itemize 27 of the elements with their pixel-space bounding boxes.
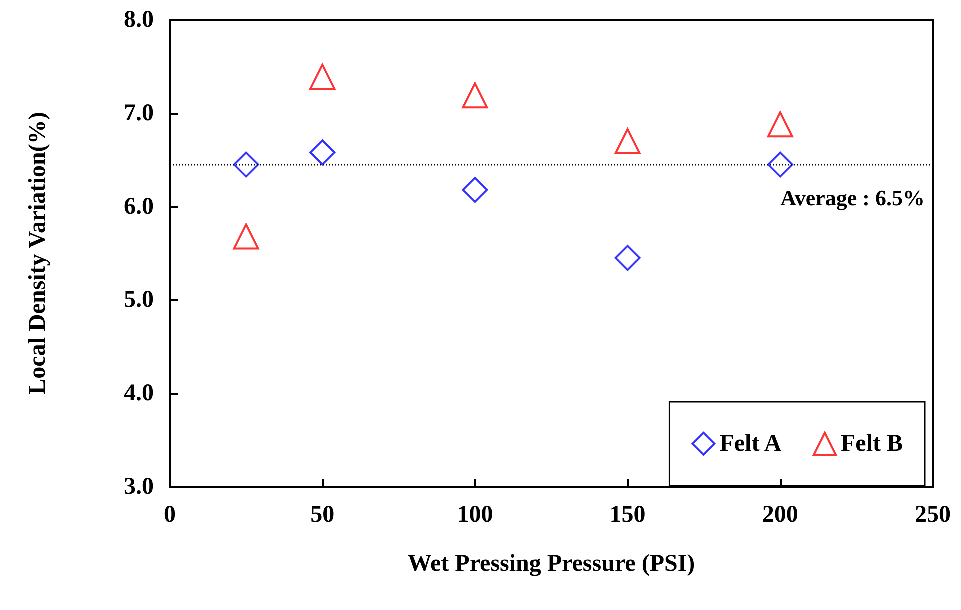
point xyxy=(233,152,260,178)
point xyxy=(614,245,641,272)
legend-label: Felt B xyxy=(841,431,904,457)
x-tick-label: 250 xyxy=(915,502,951,528)
x-tick-label: 100 xyxy=(457,502,494,528)
y-tick-label: 8.0 xyxy=(124,7,154,33)
point xyxy=(614,128,641,154)
point xyxy=(462,176,488,203)
point xyxy=(233,224,260,250)
ref-line-label: Average : 6.5% xyxy=(780,185,925,210)
point xyxy=(767,112,794,138)
point xyxy=(462,82,488,109)
x-tick-label: 150 xyxy=(610,502,646,528)
y-tick-label: 7.0 xyxy=(124,100,154,126)
x-tick-label: 200 xyxy=(762,502,798,528)
x-tick-label: 50 xyxy=(310,502,335,528)
legend-label: Felt A xyxy=(720,431,782,457)
y-tick-label: 4.0 xyxy=(124,380,154,407)
point xyxy=(310,140,336,166)
x-tick-label: 0 xyxy=(164,502,176,528)
y-tick-label: 3.0 xyxy=(124,474,154,500)
y-tick-label: 6.0 xyxy=(124,194,154,220)
point xyxy=(767,152,794,178)
y-tick-label: 5.0 xyxy=(124,287,154,314)
x-axis-title: Wet Pressing Pressure (PSI) xyxy=(408,551,696,577)
y-axis-title: Local Density Variation(%) xyxy=(25,112,51,395)
point xyxy=(310,64,336,90)
